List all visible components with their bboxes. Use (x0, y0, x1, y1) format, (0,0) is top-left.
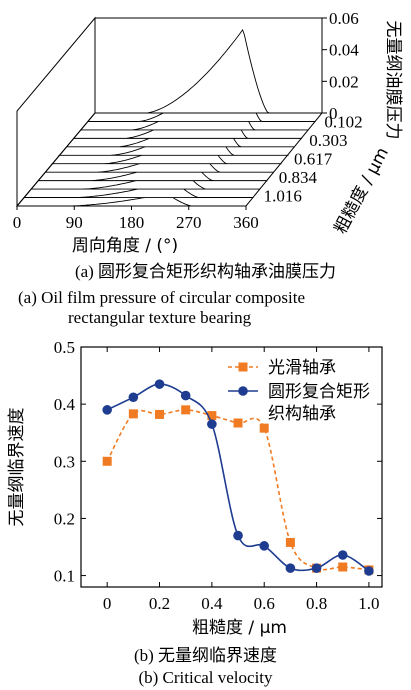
chart-b-critical-velocity: 0 0.2 0.4 0.6 0.8 1.0 0.1 0.2 0.3 0.4 0.5 粗糙度 / μm 无… (7, 338, 383, 638)
legend-marker-0 (238, 362, 248, 372)
legend-label-1-line2: 织构轴承 (268, 404, 336, 424)
series-1-point (154, 379, 165, 389)
y-tick-label: 0.617 (294, 150, 333, 169)
pressure-curve (17, 193, 246, 207)
x-tick-label: 0 (13, 213, 22, 232)
x-axis-label: 粗糙度 / μm (192, 618, 287, 638)
y-tick-label: 0.303 (309, 131, 347, 150)
series-1-point (311, 563, 322, 573)
y-tick-label: 0.4 (54, 395, 76, 414)
x-tick-label: 360 (233, 213, 259, 232)
series-0-point (338, 562, 348, 572)
chart-a-oil-film-pressure: 0 0.02 0.04 0.06 无量纲油膜压力 0 90 180 270 360 周向角度 / (… (13, 9, 403, 256)
x-tick-label: 0.6 (254, 594, 275, 613)
z-tick-label: 0.06 (329, 9, 359, 28)
x-tick-label: 90 (66, 213, 83, 232)
series-0-point (233, 418, 243, 428)
series-0-point (259, 423, 269, 433)
series-0-point (128, 409, 138, 419)
plot-frame (80, 346, 383, 588)
pressure-curve (95, 28, 322, 114)
y-tick-label: 0.834 (279, 168, 318, 187)
series-0-point (285, 537, 295, 547)
y-tick-label: 0.3 (54, 452, 75, 471)
legend-label-0: 光滑轴承 (268, 358, 336, 378)
series-0-line (106, 409, 369, 571)
z-axis-label: 无量纲油膜压力 (383, 21, 403, 140)
series-1-point (259, 541, 270, 551)
series-1-point (128, 392, 139, 403)
x-tick-label: 0.8 (306, 594, 327, 613)
x-tick-label: 180 (119, 213, 145, 232)
z-tick-label: 0.04 (329, 41, 359, 60)
series-1-point (364, 566, 374, 576)
y-axis-label: 无量纲临界速度 (7, 408, 27, 527)
x-tick-label: 270 (176, 213, 202, 232)
caption-a-en-line1: (a) Oil film pressure of circular compos… (18, 288, 306, 307)
series-0-point (155, 409, 165, 419)
series-0-point (181, 405, 191, 415)
x-tick-label: 0.2 (149, 594, 170, 613)
y-tick-label: 1.016 (264, 187, 302, 206)
y-tick-label: 0.2 (54, 509, 75, 528)
caption-a-en-line2: rectangular texture bearing (68, 308, 252, 327)
series-0-point (102, 456, 112, 466)
series-1-point (337, 550, 348, 560)
left-wall (16, 16, 96, 208)
series-0-point (207, 411, 217, 421)
legend-label-1: 圆形复合矩形 (268, 382, 370, 402)
series-1-point (207, 419, 217, 429)
legend-marker-1 (238, 386, 248, 396)
x-tick-label: 0.4 (201, 594, 223, 613)
caption-a-cn: (a) 圆形复合矩形织构轴承油膜压力 (74, 262, 337, 281)
z-tick-label: 0 (329, 104, 338, 123)
y-tick-label: 0.5 (54, 338, 75, 357)
series-1-point (180, 390, 191, 401)
y-tick-label: 0.1 (54, 567, 75, 586)
caption-b-en: (b) Critical velocity (138, 668, 273, 687)
y-tick-label: 0.102 (324, 112, 362, 131)
caption-b-cn: (b) 无量纲临界速度 (133, 646, 278, 665)
series-1-point (102, 405, 112, 415)
x-tick-label: 0 (103, 594, 112, 613)
series-1-point (285, 563, 296, 573)
series-1-point (233, 530, 243, 541)
x-tick-label: 1.0 (358, 594, 379, 613)
z-tick-label: 0.02 (329, 72, 359, 91)
x-axis-label: 周向角度 / (°) (72, 236, 178, 256)
y-axis-label: 粗糙度 / μm (331, 144, 393, 237)
